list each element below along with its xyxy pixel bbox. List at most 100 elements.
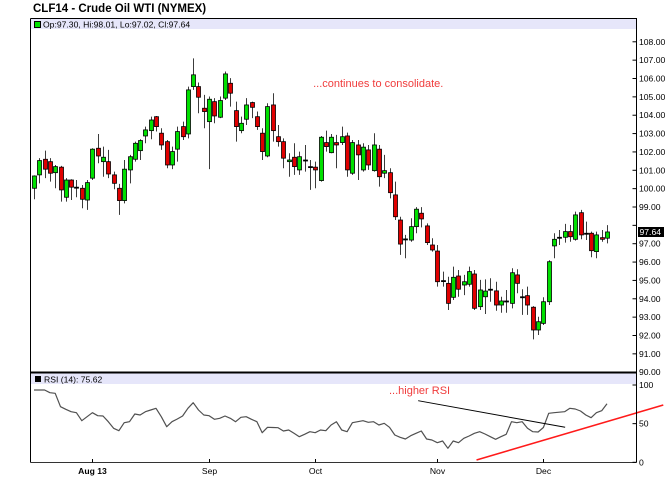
candle bbox=[372, 133, 377, 172]
candle bbox=[228, 78, 233, 107]
candle bbox=[356, 139, 361, 181]
candle-body bbox=[536, 321, 541, 331]
price-legend: Op:97.30, Hi:98.01, Lo:97.02, Cl:97.64 bbox=[34, 20, 190, 30]
candle-body bbox=[69, 179, 74, 188]
candle-body bbox=[149, 119, 154, 132]
candle bbox=[218, 96, 223, 119]
candle bbox=[138, 139, 143, 161]
candle bbox=[478, 279, 483, 310]
candle-body bbox=[409, 226, 414, 241]
candle-body bbox=[212, 101, 217, 117]
price-tick-label: 105.00 bbox=[639, 92, 666, 102]
price-annotation: ...continues to consolidate. bbox=[313, 78, 443, 90]
price-tick-label: 95.00 bbox=[639, 275, 661, 285]
candle-body bbox=[85, 182, 90, 201]
candle bbox=[271, 93, 276, 142]
candle bbox=[69, 179, 74, 201]
candle-body bbox=[218, 100, 223, 118]
candle bbox=[403, 234, 408, 259]
axes-labels: 90.00 91.00 92.00 93.00 94.00 95.00 96.00 97.00… bbox=[78, 37, 665, 476]
candle bbox=[488, 278, 493, 302]
candle bbox=[568, 224, 573, 242]
price-tick-label: 90.00 bbox=[639, 367, 661, 377]
candle bbox=[446, 276, 451, 310]
candle-body bbox=[478, 289, 483, 308]
candle-body bbox=[244, 104, 249, 120]
candle bbox=[244, 98, 249, 125]
candle bbox=[59, 165, 64, 202]
candle bbox=[510, 268, 515, 309]
candle bbox=[143, 126, 148, 144]
candle-body bbox=[53, 166, 58, 174]
candle bbox=[557, 229, 562, 245]
candle bbox=[223, 71, 228, 100]
candle bbox=[48, 158, 53, 182]
candle bbox=[462, 274, 467, 296]
candle-body bbox=[308, 166, 313, 169]
candle bbox=[313, 161, 318, 189]
price-tick-label: 102.00 bbox=[639, 147, 666, 157]
price-panel-legend-band bbox=[31, 19, 636, 29]
candle bbox=[345, 132, 350, 177]
candle-body bbox=[191, 74, 196, 87]
candle-body bbox=[281, 141, 286, 159]
time-tick-label: Oct bbox=[309, 466, 323, 476]
candle-body bbox=[456, 275, 461, 290]
candlestick-series bbox=[32, 58, 610, 340]
rsi-downtrend-line bbox=[418, 400, 566, 428]
candle-body bbox=[462, 281, 467, 286]
candle-body bbox=[541, 301, 546, 324]
current-price-marker: 97.64 bbox=[638, 227, 664, 237]
candle-body bbox=[48, 161, 53, 174]
rsi-annotation: ...higher RSI bbox=[389, 385, 450, 397]
candle-body bbox=[366, 149, 371, 166]
candle bbox=[377, 144, 382, 187]
candle-body bbox=[265, 106, 270, 157]
candle bbox=[170, 146, 175, 170]
candle-body bbox=[573, 214, 578, 240]
candle bbox=[154, 115, 159, 132]
candle-body bbox=[425, 225, 430, 244]
candle-body bbox=[303, 159, 308, 162]
plot-area bbox=[30, 18, 637, 463]
candle bbox=[207, 96, 212, 170]
price-tick-label: 96.00 bbox=[639, 257, 661, 267]
rsi-panel-legend-band bbox=[31, 373, 636, 384]
candle-body bbox=[324, 142, 329, 148]
candle bbox=[292, 143, 297, 175]
candle bbox=[186, 86, 191, 139]
candle bbox=[541, 297, 546, 326]
candle bbox=[106, 149, 111, 179]
candle bbox=[90, 148, 95, 181]
candle-body bbox=[547, 261, 552, 303]
candle-body bbox=[239, 122, 244, 132]
candle bbox=[53, 164, 58, 189]
candle-body bbox=[196, 86, 201, 98]
candle-body bbox=[143, 129, 148, 137]
candle bbox=[441, 271, 446, 287]
candle-body bbox=[271, 104, 276, 132]
panels-background bbox=[30, 18, 637, 463]
candle-body bbox=[64, 179, 69, 198]
price-tick-label: 108.00 bbox=[639, 37, 666, 47]
candle-body bbox=[403, 238, 408, 241]
candle-body bbox=[319, 136, 324, 181]
time-tick-label: Dec bbox=[536, 466, 552, 476]
candle-body bbox=[552, 238, 557, 247]
candle bbox=[467, 266, 472, 287]
candle bbox=[329, 133, 334, 154]
candle bbox=[276, 124, 281, 147]
candle-body bbox=[96, 147, 101, 157]
candle bbox=[191, 58, 196, 90]
current-price-label: 97.64 bbox=[640, 227, 662, 237]
candle bbox=[350, 139, 355, 175]
candle-body bbox=[525, 295, 530, 306]
candle-body bbox=[451, 276, 456, 298]
candle-body bbox=[287, 159, 292, 163]
candle bbox=[64, 178, 69, 202]
candle bbox=[80, 184, 85, 209]
candle-body bbox=[345, 135, 350, 171]
candle-body bbox=[276, 136, 281, 143]
candle bbox=[499, 296, 504, 313]
candle bbox=[324, 130, 329, 152]
